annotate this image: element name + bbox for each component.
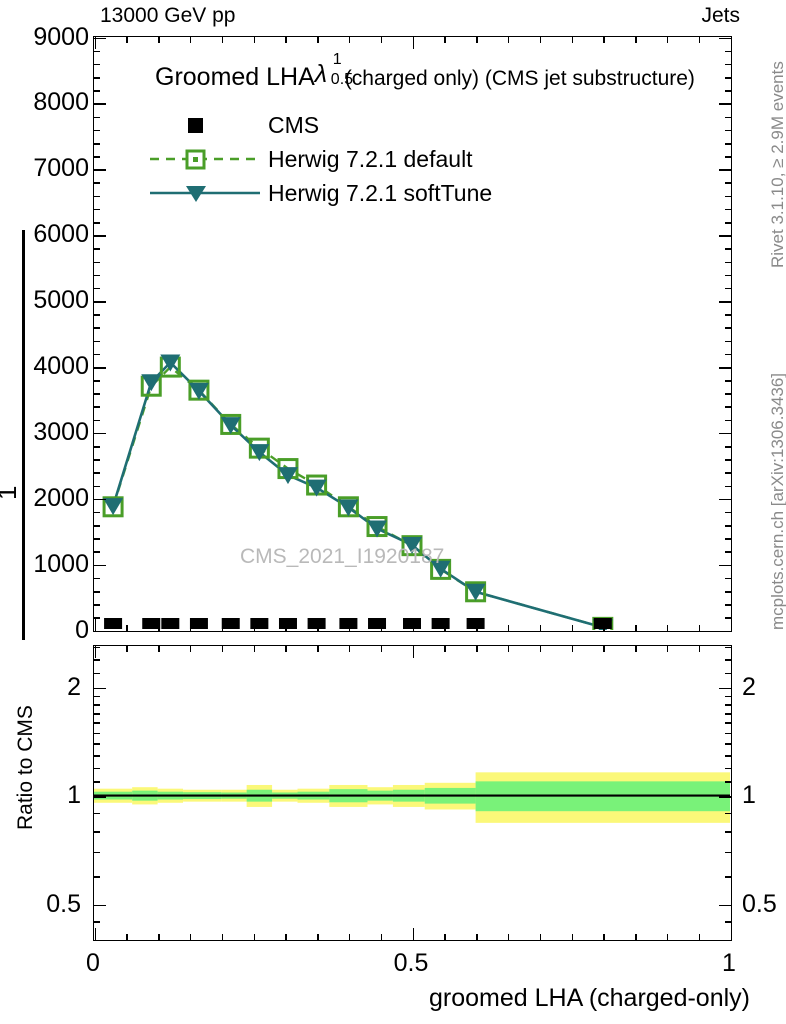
ratio-y-tick-label-right: 2: [742, 672, 756, 701]
main-y-tick-label: 0: [75, 615, 89, 644]
plot-title-suffix: (charged only) (CMS jet substructure): [344, 67, 695, 90]
ratio-y-tick-label: 0.5: [46, 889, 81, 918]
herwig-softtune-marker: [430, 560, 451, 578]
ratio-plot-area: [93, 645, 732, 941]
main-y-tick-label: 7000: [33, 154, 89, 183]
herwig-softtune-marker: [103, 498, 124, 516]
cms-marker: [142, 618, 161, 629]
lambda-symbol: λ 1 0.5: [314, 51, 354, 88]
herwig-softtune-marker: [141, 374, 162, 392]
main-y-tick-label: 6000: [33, 220, 89, 249]
cms-marker: [339, 618, 358, 629]
main-y-tick-label: 1000: [33, 549, 89, 578]
caption-mcplots: mcplots.cern.ch [arXiv:1306.3436]: [768, 372, 786, 630]
legend-label-herwig-default: Herwig 7.2.1 default: [268, 146, 473, 172]
legend-label-herwig-softtune: Herwig 7.2.1 softTune: [268, 180, 493, 206]
plot-title: Groomed LHA λ 1 0.5 (charged only) (CMS jet …: [155, 51, 695, 92]
cms-marker: [368, 618, 387, 629]
herwig-softtune-marker: [402, 537, 422, 554]
cms-marker: [431, 618, 450, 629]
y-axis-title-fraction-bar: [22, 230, 25, 640]
legend-key-herwig-softtune-icon: [150, 176, 260, 210]
ratio-y-tick-label: 2: [67, 672, 81, 701]
cms-marker: [221, 618, 240, 629]
cms-marker: [189, 618, 208, 629]
cms-marker: [466, 618, 485, 629]
plot-title-prefix: Groomed LHA: [155, 63, 315, 91]
y-axis-title-denominator-one: 1: [0, 486, 23, 500]
cms-marker: [161, 618, 180, 629]
herwig-default-marker: [401, 535, 423, 557]
herwig-default-marker: [430, 558, 452, 580]
dataset-watermark: CMS_2021_I1920187: [240, 545, 445, 568]
cms-marker: [250, 618, 269, 629]
main-plot-svg: [102, 354, 614, 630]
main-y-tick-label: 5000: [33, 286, 89, 315]
herwig-softtune-line: [111, 360, 604, 629]
x-tick-label: 1: [722, 949, 736, 977]
legend-key-herwig-default-icon: [150, 142, 260, 176]
x-axis-title: groomed LHA (charged-only): [429, 984, 750, 1012]
herwig-softtune-marker: [465, 583, 486, 601]
herwig-softtune-marker: [249, 444, 270, 462]
main-y-tick-label: 4000: [33, 351, 89, 380]
herwig-softtune-marker: [160, 354, 181, 372]
ratio-y-tick-label-right: 1: [742, 781, 756, 810]
legend-key-cms-square-icon: [150, 108, 260, 142]
herwig-default-marker: [102, 496, 124, 518]
x-tick-label: 0.5: [393, 949, 429, 977]
header-collision-energy: 13000 GeV pp: [100, 4, 236, 27]
x-tick-label: 0: [86, 949, 100, 977]
y-axis-title-ratio: Ratio to CMS: [14, 705, 37, 830]
ratio-y-tick-label: 1: [67, 781, 81, 810]
cms-marker: [403, 618, 421, 629]
main-plot-area: [93, 36, 732, 632]
main-y-tick-label: 3000: [33, 417, 89, 446]
herwig-softtune-marker: [306, 479, 327, 497]
cms-marker: [307, 618, 326, 629]
main-y-tick-label: 8000: [33, 88, 89, 117]
ratio-y-tick-label-right: 0.5: [742, 889, 777, 918]
cms-marker: [593, 618, 612, 629]
main-y-tick-label: 9000: [33, 22, 89, 51]
herwig-softtune-marker: [220, 417, 241, 435]
herwig-softtune-marker: [277, 467, 298, 485]
cms-marker: [278, 618, 297, 629]
cms-marker: [104, 618, 123, 629]
legend-label-cms: CMS: [268, 112, 320, 138]
herwig-softtune-marker: [367, 520, 388, 538]
herwig-softtune-marker: [338, 499, 359, 517]
ratio-plot-svg: [94, 772, 730, 823]
header-category: Jets: [701, 4, 740, 27]
caption-rivet-version: Rivet 3.1.10, ≥ 2.9M events: [768, 61, 786, 268]
herwig-softtune-marker: [188, 382, 209, 400]
